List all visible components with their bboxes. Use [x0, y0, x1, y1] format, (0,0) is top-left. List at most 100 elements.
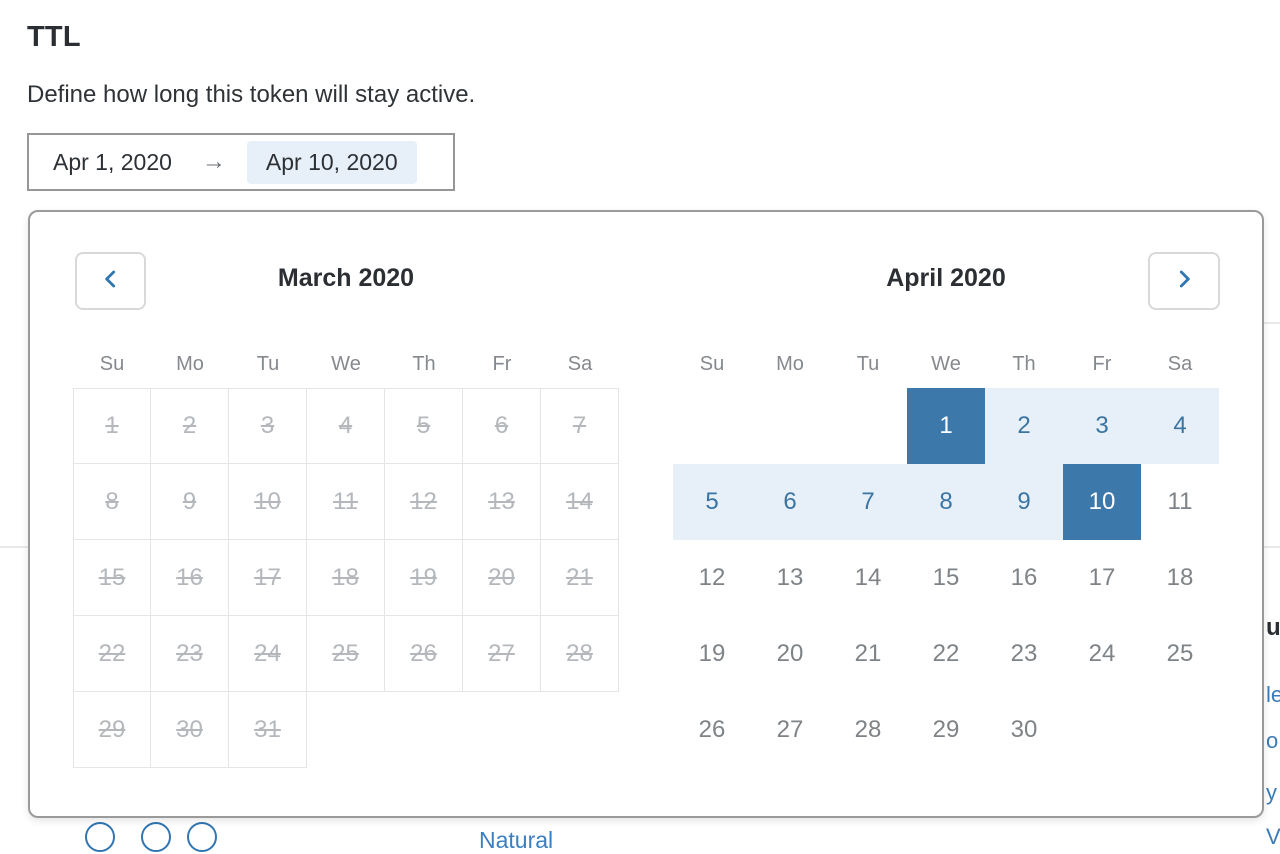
day-cell[interactable]: 20 — [776, 640, 804, 667]
weekday-label: Su — [699, 352, 725, 375]
weekday-header-row: Su Mo Tu We Th Fr Sa — [673, 352, 1219, 376]
page-description: Define how long this token will stay act… — [27, 81, 476, 108]
radio-button[interactable] — [141, 822, 171, 852]
day-cell: 13 — [463, 464, 541, 540]
page-title: TTL — [27, 21, 81, 53]
weekday-label: We — [331, 352, 361, 375]
weekday-label: Th — [412, 352, 436, 375]
clipped-link-fragment[interactable]: o — [1266, 728, 1279, 753]
next-month-button[interactable] — [1148, 252, 1220, 310]
day-cell[interactable]: 11 — [1167, 488, 1193, 515]
weekday-label: Fr — [1092, 352, 1112, 375]
day-cell[interactable]: 22 — [932, 640, 960, 667]
weekday-label: Mo — [776, 352, 804, 375]
weekday-label: Tu — [856, 352, 880, 375]
day-cell: 20 — [463, 540, 541, 616]
day-cell[interactable]: 3 — [1063, 388, 1141, 464]
clipped-link-fragment[interactable]: y — [1266, 780, 1277, 805]
day-cell: 27 — [463, 616, 541, 692]
day-cell: 30 — [151, 692, 229, 768]
clipped-bottom-link[interactable]: Natural — [479, 827, 554, 853]
day-cell: 1 — [73, 388, 151, 464]
day-cell[interactable]: 29 — [932, 716, 960, 743]
day-cell[interactable]: 18 — [1166, 564, 1194, 591]
date-picker-popup: March 2020 Su Mo Tu We Th Fr Sa 1 2 3 4 5 6 7 8 9 10 11 1… — [28, 210, 1264, 818]
date-range-input: Apr 1, 2020 → Apr 10, 2020 — [27, 133, 455, 191]
weekday-label: Sa — [567, 352, 593, 375]
day-cell[interactable]: 13 — [776, 564, 804, 591]
day-cell[interactable]: 27 — [776, 716, 804, 743]
end-date-field[interactable]: Apr 10, 2020 — [246, 140, 417, 184]
day-cell: 6 — [463, 388, 541, 464]
day-cell[interactable]: 30 — [1010, 716, 1038, 743]
day-cell[interactable]: 17 — [1088, 564, 1116, 591]
day-cell: 26 — [385, 616, 463, 692]
previous-month-button[interactable] — [75, 252, 146, 310]
day-cell[interactable]: 10 — [1063, 464, 1141, 540]
calendar-pair: March 2020 Su Mo Tu We Th Fr Sa 1 2 3 4 5 6 7 8 9 10 11 1… — [30, 212, 1262, 768]
day-cell[interactable]: 14 — [854, 564, 882, 591]
day-cell: 24 — [229, 616, 307, 692]
start-date-field[interactable]: Apr 1, 2020 — [53, 148, 172, 175]
calendar-march: March 2020 Su Mo Tu We Th Fr Sa 1 2 3 4 5 6 7 8 9 10 11 1… — [73, 212, 619, 768]
day-cell[interactable]: 16 — [1010, 564, 1038, 591]
day-cell[interactable]: 2 — [985, 388, 1063, 464]
day-cell: 28 — [541, 616, 619, 692]
day-cell[interactable]: 8 — [907, 464, 985, 540]
day-cell: 18 — [307, 540, 385, 616]
day-grid: 1 2 3 4 5 6 7 8 9 10 11 12 13 14 15 16 17 18 19 20 21 22 23 24 2… — [673, 388, 1219, 768]
day-cell: 16 — [151, 540, 229, 616]
day-cell[interactable]: 15 — [932, 564, 960, 591]
day-cell: 23 — [151, 616, 229, 692]
day-cell[interactable]: 5 — [673, 464, 751, 540]
day-cell[interactable]: 23 — [1010, 640, 1038, 667]
clipped-link-fragment[interactable]: le — [1266, 682, 1280, 707]
day-cell: 5 — [385, 388, 463, 464]
day-cell[interactable]: 26 — [698, 716, 726, 743]
day-cell[interactable]: 25 — [1166, 640, 1194, 667]
day-cell: 19 — [385, 540, 463, 616]
day-cell: 10 — [229, 464, 307, 540]
day-cell[interactable]: 7 — [829, 464, 907, 540]
weekday-label: Tu — [256, 352, 280, 375]
clipped-link-fragment[interactable]: Vi — [1266, 824, 1280, 849]
day-cell: 11 — [307, 464, 385, 540]
day-cell[interactable]: 12 — [698, 564, 726, 591]
day-cell: 2 — [151, 388, 229, 464]
radio-button[interactable] — [85, 822, 115, 852]
day-cell: 7 — [541, 388, 619, 464]
weekday-label: Fr — [492, 352, 512, 375]
day-cell[interactable]: 4 — [1141, 388, 1219, 464]
weekday-header-row: Su Mo Tu We Th Fr Sa — [73, 352, 619, 376]
day-cell: 8 — [73, 464, 151, 540]
day-cell[interactable]: 28 — [854, 716, 882, 743]
clipped-heading-fragment: u — [1266, 614, 1280, 641]
day-cell: 22 — [73, 616, 151, 692]
empty-cell — [751, 388, 829, 464]
empty-cell — [673, 388, 751, 464]
day-cell[interactable]: 1 — [907, 388, 985, 464]
day-cell[interactable]: 6 — [751, 464, 829, 540]
day-cell: 3 — [229, 388, 307, 464]
weekday-label: Mo — [176, 352, 204, 375]
chevron-right-icon — [1171, 266, 1197, 297]
month-title: April 2020 — [886, 264, 1006, 292]
empty-cell — [829, 388, 907, 464]
day-cell[interactable]: 21 — [854, 640, 882, 667]
radio-button[interactable] — [187, 822, 217, 852]
day-cell: 29 — [73, 692, 151, 768]
day-cell: 25 — [307, 616, 385, 692]
day-cell: 17 — [229, 540, 307, 616]
calendar-april: April 2020 Su Mo Tu We Th Fr Sa 1 2 3 4 5 6 7 8 9 10 11 1… — [673, 212, 1219, 768]
day-cell[interactable]: 24 — [1088, 640, 1116, 667]
weekday-label: Sa — [1167, 352, 1193, 375]
chevron-left-icon — [98, 266, 124, 297]
day-cell: 12 — [385, 464, 463, 540]
arrow-right-icon: → — [201, 148, 226, 175]
weekday-label: Th — [1012, 352, 1036, 375]
weekday-label: Su — [99, 352, 125, 375]
day-cell[interactable]: 9 — [985, 464, 1063, 540]
month-title: March 2020 — [277, 264, 415, 292]
weekday-label: We — [931, 352, 961, 375]
day-cell[interactable]: 19 — [698, 640, 726, 667]
